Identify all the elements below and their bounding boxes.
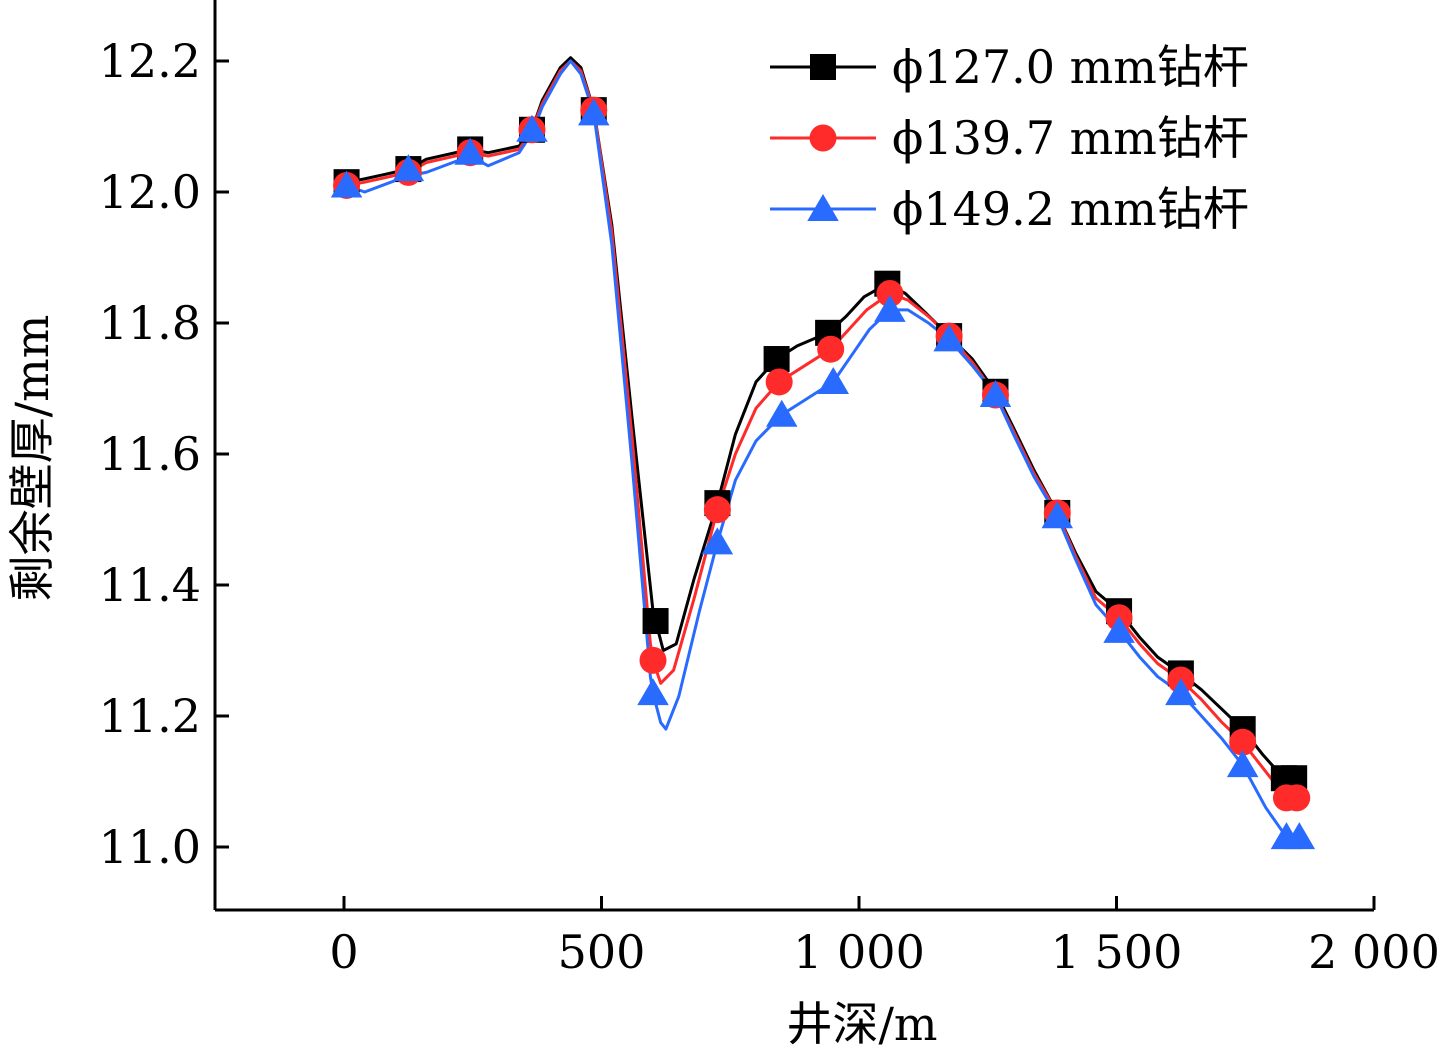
data-point-series-3 <box>1165 678 1197 706</box>
data-point-series-1 <box>642 608 669 635</box>
data-point-series-3 <box>516 114 548 142</box>
data-point-series-3 <box>1103 615 1135 643</box>
data-point-series-1 <box>763 346 790 373</box>
data-point-series-3 <box>637 678 669 706</box>
y-ticks: 11.0 11.2 11.4 11.6 11.8 12.0 12.2 <box>99 34 229 874</box>
data-point-series-3 <box>1041 501 1074 529</box>
x-tick-label: 500 <box>558 925 646 979</box>
series-layer <box>346 56 1300 839</box>
series-line-2 <box>346 59 1297 800</box>
y-axis-title: 剩余壁厚/mm <box>5 315 59 602</box>
x-tick-label: 2 000 <box>1308 925 1440 979</box>
x-tick-label: 0 <box>329 925 358 979</box>
y-tick-label: 12.0 <box>99 165 201 219</box>
x-tick-label: 1 000 <box>793 925 925 979</box>
data-point-series-2 <box>703 496 731 524</box>
data-point-series-3 <box>933 324 965 352</box>
data-point-series-3 <box>874 294 906 322</box>
legend-label-1: ϕ127.0 mm钻杆 <box>892 40 1249 94</box>
x-tick-label: 1 500 <box>1051 925 1183 979</box>
y-tick-label: 11.8 <box>99 296 201 350</box>
data-point-series-3 <box>979 380 1012 408</box>
data-point-series-2 <box>817 335 845 363</box>
data-point-series-2 <box>1283 784 1311 812</box>
y-tick-label: 11.6 <box>99 427 201 481</box>
legend-label-3: ϕ149.2 mm钻杆 <box>892 182 1249 236</box>
data-point-series-3 <box>817 366 849 394</box>
data-point-series-2 <box>639 646 667 674</box>
data-point-series-2 <box>765 368 793 396</box>
y-tick-label: 11.0 <box>99 820 201 874</box>
y-tick-label: 11.4 <box>99 558 201 612</box>
data-point-series-3 <box>578 98 610 126</box>
data-point-series-3 <box>454 137 486 165</box>
x-axis-title: 井深/m <box>786 997 937 1051</box>
data-point-series-3 <box>701 527 734 555</box>
legend-marker-1 <box>810 54 836 80</box>
data-point-series-3 <box>1283 822 1316 850</box>
legend-label-2: ϕ139.7 mm钻杆 <box>892 111 1249 165</box>
markers-layer <box>330 96 1316 850</box>
data-point-series-3 <box>766 399 798 427</box>
legend-marker-2 <box>809 124 837 152</box>
data-point-series-2 <box>876 280 904 308</box>
data-point-series-3 <box>392 154 425 182</box>
y-tick-label: 12.2 <box>99 34 201 88</box>
series-line-3 <box>346 59 1300 839</box>
legend: ϕ127.0 mm钻杆 ϕ139.7 mm钻杆 ϕ149.2 mm钻杆 <box>770 40 1249 236</box>
series-line-1 <box>346 56 1295 780</box>
x-ticks: 0 500 1 000 1 500 2 000 <box>329 896 1440 979</box>
y-tick-label: 11.2 <box>99 689 201 743</box>
legend-marker-3 <box>807 194 839 221</box>
data-point-series-3 <box>330 170 363 198</box>
data-point-series-2 <box>1229 728 1257 756</box>
data-point-series-3 <box>1226 750 1259 778</box>
